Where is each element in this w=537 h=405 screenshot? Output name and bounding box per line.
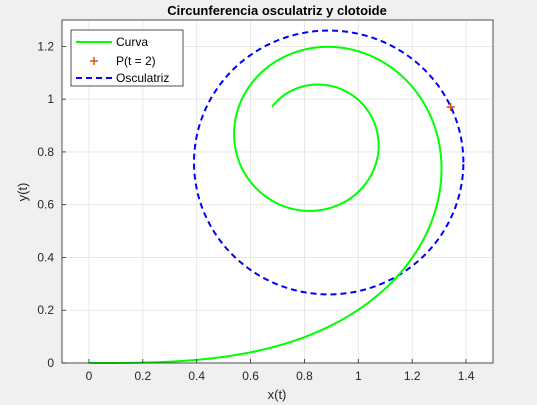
x-tick-label: 1.2 [404,369,421,383]
x-tick-label: 0.2 [134,369,151,383]
y-tick-label: 0.8 [37,145,54,159]
point-marker [446,102,455,111]
x-axis-label: x(t) [268,387,287,402]
x-axis-ticks: 0 0.2 0.4 0.6 0.8 1 1.2 1.4 [86,359,475,383]
y-tick-label: 1.2 [37,39,54,53]
x-tick-label: 0.8 [296,369,313,383]
x-tick-label: 1 [355,369,362,383]
axes-box [61,19,494,364]
y-tick-label: 0.2 [37,303,54,317]
clothoid-curve-line [88,45,443,364]
legend-label-curva: Curva [116,35,148,49]
x-tick-label: 0 [86,369,93,383]
legend-label-osculatriz: Osculatriz [116,71,169,85]
y-tick-label: 0.6 [37,198,54,212]
y-axis-label: y(t) [15,183,30,202]
x-tick-label: 0.4 [188,369,205,383]
y-tick-label: 1 [47,92,54,106]
legend-label-point: P(t = 2) [116,54,156,68]
legend-box [70,29,184,87]
y-tick-label: 0 [47,356,54,370]
x-tick-label: 0.6 [242,369,259,383]
y-tick-label: 0.4 [37,250,54,264]
plot-area [88,29,465,364]
y-axis-ticks: 0 0.2 0.4 0.6 0.8 1 1.2 [37,39,66,370]
legend-swatch-point [90,57,98,65]
chart-title: Circunferencia osculatriz y clotoide [167,3,387,18]
legend: Curva P(t = 2) Osculatriz [70,29,184,87]
x-tick-label: 1.4 [458,369,475,383]
